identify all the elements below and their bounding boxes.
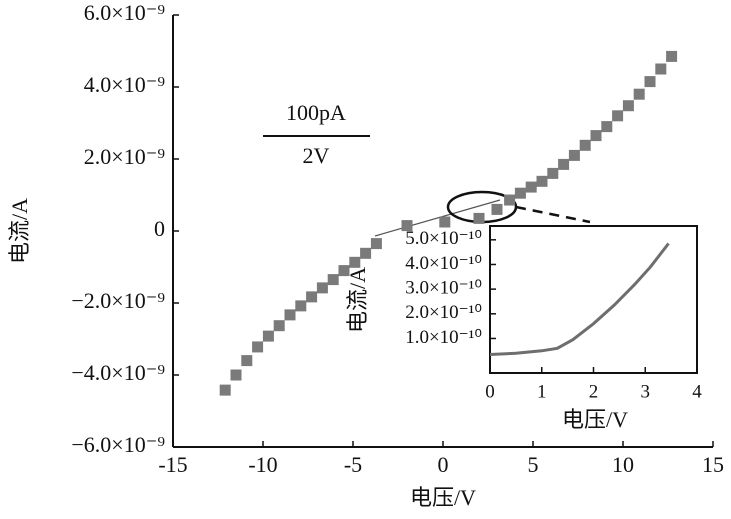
data-point bbox=[262, 330, 274, 342]
y-tick-label: −4.0×10⁻⁹ bbox=[71, 360, 165, 385]
annotation: 2V bbox=[303, 143, 330, 168]
y-tick-label: −2.0×10⁻⁹ bbox=[71, 288, 165, 313]
data-point bbox=[360, 247, 372, 259]
x-tick-label: 5 bbox=[528, 452, 539, 477]
y-tick-label: 6.0×10⁻⁹ bbox=[84, 0, 166, 25]
x-tick-label: -5 bbox=[344, 452, 362, 477]
data-point bbox=[401, 220, 413, 232]
x-axis-label: 电压/V bbox=[562, 407, 628, 432]
x-axis-label: 电压/V bbox=[410, 485, 476, 510]
y-tick-label: 4.0×10⁻¹⁰ bbox=[405, 253, 482, 274]
data-point bbox=[633, 88, 645, 100]
data-point bbox=[370, 238, 382, 250]
data-point bbox=[306, 291, 318, 303]
y-tick-label: 2.0×10⁻⁹ bbox=[84, 144, 166, 169]
data-point bbox=[284, 309, 296, 321]
y-tick-label: 4.0×10⁻⁹ bbox=[84, 72, 166, 97]
y-tick-label: 5.0×10⁻¹⁰ bbox=[405, 228, 482, 249]
x-tick-label: 0 bbox=[485, 381, 495, 402]
connector bbox=[374, 199, 501, 237]
data-point bbox=[273, 320, 285, 332]
data-point bbox=[514, 187, 526, 199]
data-point bbox=[316, 282, 328, 294]
data-point bbox=[230, 369, 242, 381]
data-line bbox=[489, 242, 670, 356]
x-tick-label: 2 bbox=[589, 381, 599, 402]
data-point bbox=[558, 158, 570, 170]
x-tick-label: 4 bbox=[692, 381, 702, 402]
data-point bbox=[338, 265, 350, 277]
data-point bbox=[590, 130, 602, 142]
y-axis-label: 电流/A bbox=[345, 267, 370, 333]
data-point bbox=[349, 256, 361, 268]
data-point bbox=[491, 203, 503, 215]
data-point bbox=[525, 181, 537, 193]
data-point bbox=[252, 341, 264, 353]
y-tick-label: 0 bbox=[154, 216, 165, 241]
x-tick-label: -15 bbox=[158, 452, 187, 477]
y-tick-label: 1.0×10⁻¹⁰ bbox=[405, 327, 482, 348]
zoom-connector bbox=[515, 205, 591, 224]
annotation: 100pA bbox=[286, 100, 346, 125]
x-tick-label: 10 bbox=[612, 452, 634, 477]
data-point bbox=[547, 167, 559, 179]
x-tick-label: 3 bbox=[641, 381, 651, 402]
data-point bbox=[219, 384, 231, 396]
data-point bbox=[504, 194, 516, 206]
data-point bbox=[644, 76, 656, 88]
x-tick-label: 15 bbox=[702, 452, 724, 477]
data-point bbox=[473, 212, 485, 224]
x-tick-label: 0 bbox=[438, 452, 449, 477]
data-point bbox=[612, 110, 624, 122]
x-tick-label: 1 bbox=[537, 381, 547, 402]
data-point bbox=[295, 300, 307, 312]
data-point bbox=[601, 121, 613, 133]
y-axis-label: 电流/A bbox=[7, 198, 32, 264]
data-point bbox=[241, 355, 253, 367]
y-tick-label: 3.0×10⁻¹⁰ bbox=[405, 278, 482, 299]
x-tick-label: -10 bbox=[248, 452, 277, 477]
data-point bbox=[568, 149, 580, 161]
data-point bbox=[666, 50, 678, 62]
y-tick-label: −6.0×10⁻⁹ bbox=[71, 432, 165, 457]
y-tick-label: 2.0×10⁻¹⁰ bbox=[405, 302, 482, 323]
data-point bbox=[536, 175, 548, 187]
data-point bbox=[622, 100, 634, 112]
data-point bbox=[655, 63, 667, 75]
data-point bbox=[327, 274, 339, 286]
data-point bbox=[579, 139, 591, 151]
data-point bbox=[439, 216, 451, 228]
